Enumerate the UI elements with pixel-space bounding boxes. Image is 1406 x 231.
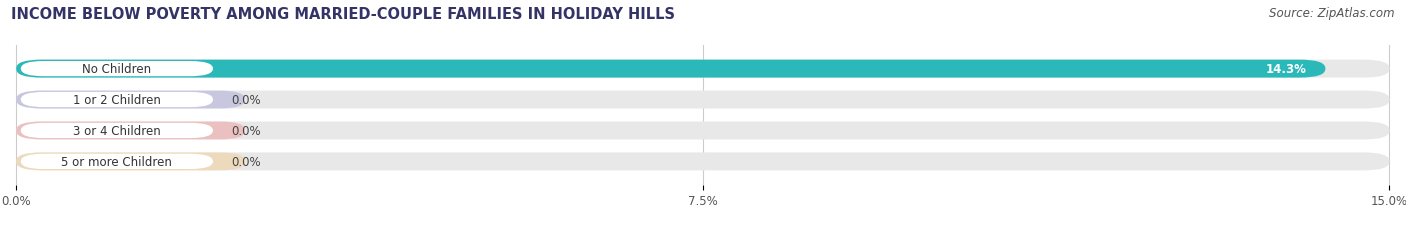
FancyBboxPatch shape [21,123,214,139]
FancyBboxPatch shape [21,154,214,169]
Text: 1 or 2 Children: 1 or 2 Children [73,94,160,106]
FancyBboxPatch shape [17,153,1389,171]
Text: 5 or more Children: 5 or more Children [62,155,173,168]
Text: 14.3%: 14.3% [1267,63,1308,76]
FancyBboxPatch shape [17,60,1389,78]
FancyBboxPatch shape [17,60,1326,78]
FancyBboxPatch shape [17,122,1389,140]
FancyBboxPatch shape [21,62,214,77]
Text: INCOME BELOW POVERTY AMONG MARRIED-COUPLE FAMILIES IN HOLIDAY HILLS: INCOME BELOW POVERTY AMONG MARRIED-COUPL… [11,7,675,22]
Text: 0.0%: 0.0% [232,125,262,137]
Text: 0.0%: 0.0% [232,94,262,106]
FancyBboxPatch shape [17,91,245,109]
FancyBboxPatch shape [21,92,214,108]
Text: No Children: No Children [83,63,152,76]
FancyBboxPatch shape [17,122,245,140]
Text: Source: ZipAtlas.com: Source: ZipAtlas.com [1270,7,1395,20]
FancyBboxPatch shape [17,91,1389,109]
FancyBboxPatch shape [17,153,245,171]
Text: 3 or 4 Children: 3 or 4 Children [73,125,160,137]
Text: 0.0%: 0.0% [232,155,262,168]
